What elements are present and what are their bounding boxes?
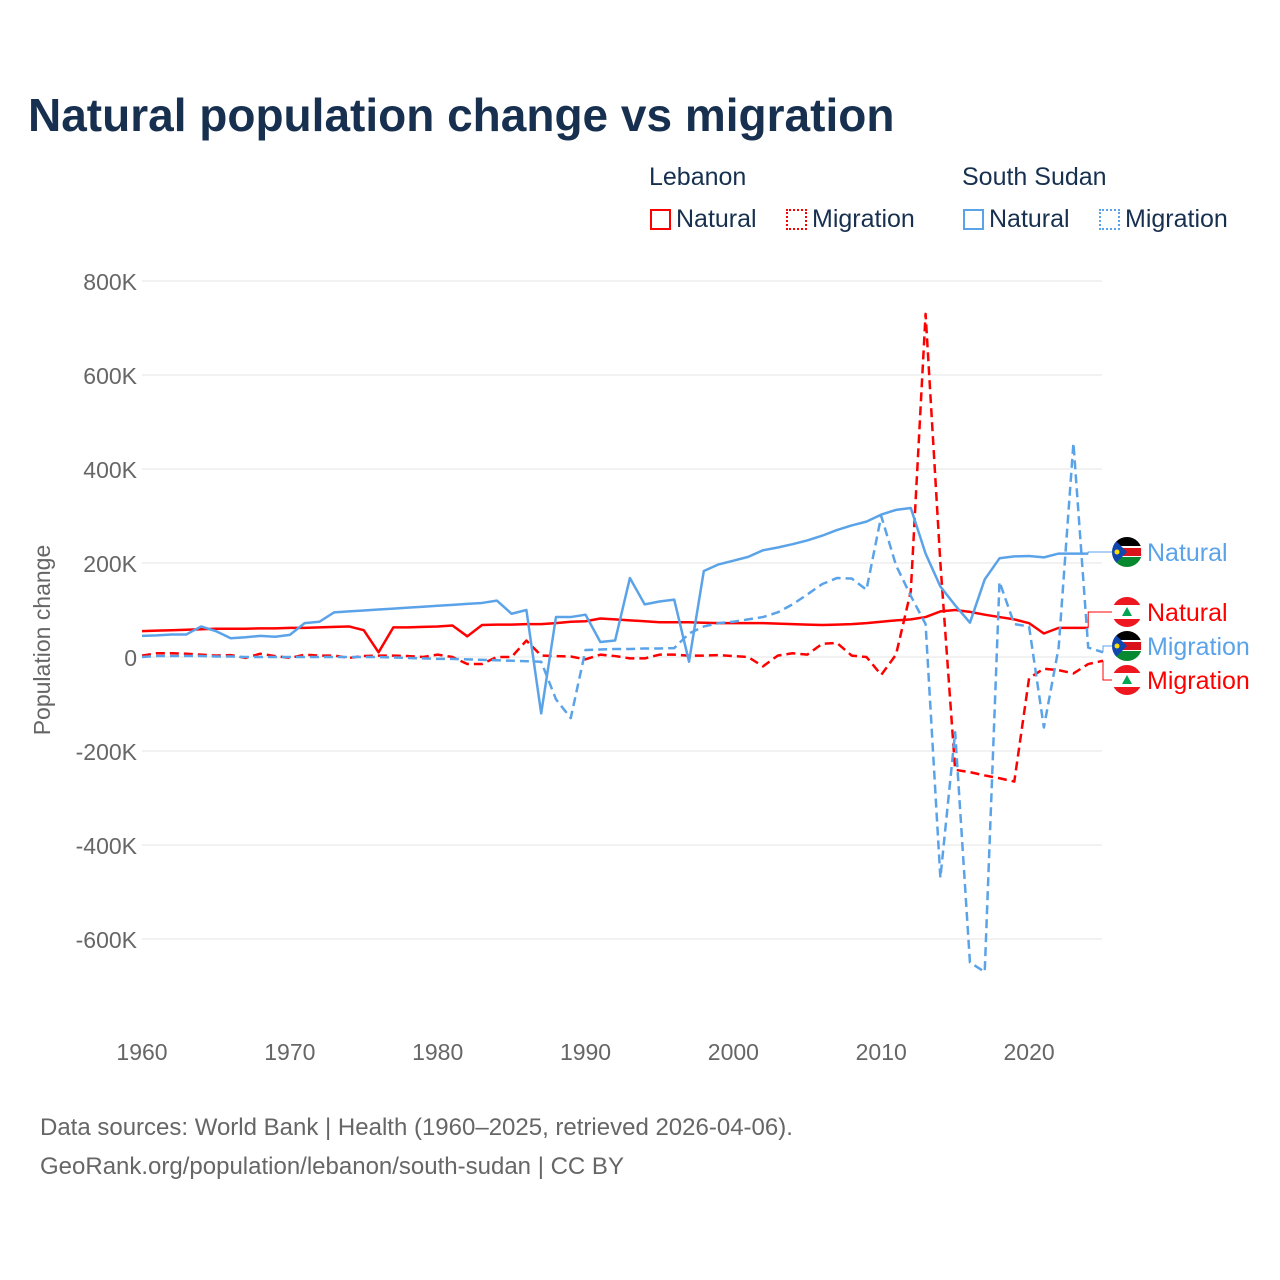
- x-tick-label: 1980: [412, 1039, 463, 1065]
- y-tick-label: -200K: [76, 739, 138, 765]
- label-connector: [1102, 660, 1112, 681]
- flag-stripe: [1112, 687, 1142, 695]
- flag-stripe: [1112, 557, 1142, 567]
- flag: [1112, 631, 1142, 661]
- legend-lebanon-natural[interactable]: Natural: [650, 205, 757, 234]
- south-sudan-flag-icon: [1112, 631, 1142, 661]
- legend-south-sudan-migration[interactable]: Migration: [1099, 205, 1228, 234]
- source-note: Data sources: World Bank | Health (1960–…: [40, 1114, 793, 1141]
- x-tick-label: 1960: [116, 1039, 167, 1065]
- flag: [1112, 665, 1142, 695]
- x-tick-label: 2010: [856, 1039, 907, 1065]
- x-tick-label: 1990: [560, 1039, 611, 1065]
- end-label: Migration: [1147, 667, 1250, 695]
- label-connector: [1087, 611, 1112, 628]
- series-line-south-sudan-natural: [141, 506, 1089, 715]
- y-tick-label: 600K: [83, 363, 137, 389]
- y-axis-label: Population change: [29, 545, 55, 736]
- flag-stripe: [1112, 631, 1142, 641]
- chart-title: Natural population change vs migration: [28, 89, 895, 141]
- legend-group-south-sudan: South Sudan: [962, 163, 1107, 191]
- x-tick-label: 2000: [708, 1039, 759, 1065]
- y-tick-label: 0: [124, 645, 137, 671]
- label-connector: [1102, 645, 1112, 653]
- legend-label: Natural: [676, 205, 757, 233]
- footer: Data sources: World Bank | Health (1960–…: [40, 1108, 793, 1186]
- flag: [1112, 537, 1142, 567]
- flag-star: [1114, 549, 1120, 555]
- series-line-lebanon-migration: [141, 312, 1104, 783]
- y-tick-label: 200K: [83, 551, 137, 577]
- lebanon-flag-icon: [1112, 597, 1142, 627]
- flag-stripe: [1112, 619, 1142, 627]
- flag: [1112, 597, 1142, 627]
- legend-group-lebanon: Lebanon: [649, 163, 747, 191]
- source-link[interactable]: GeoRank.org/population/lebanon/south-sud…: [40, 1153, 624, 1180]
- y-tick-label: -600K: [76, 927, 138, 953]
- end-label: Migration: [1147, 633, 1250, 661]
- legend-swatch-dotted: [1099, 209, 1120, 230]
- flag-stripe: [1112, 651, 1142, 661]
- x-tick-label: 1970: [264, 1039, 315, 1065]
- flag-stripe: [1112, 665, 1142, 673]
- x-tick-label: 2020: [1003, 1039, 1054, 1065]
- series-line-south-sudan-migration: [141, 441, 1104, 974]
- y-tick-label: 400K: [83, 457, 137, 483]
- legend-south-sudan-natural[interactable]: Natural: [963, 205, 1070, 234]
- y-tick-label: 800K: [83, 269, 137, 295]
- flag-stripe: [1112, 597, 1142, 605]
- legend-swatch-solid: [650, 209, 671, 230]
- flag-cedar: [1122, 607, 1132, 616]
- south-sudan-flag-icon: [1112, 537, 1142, 567]
- end-label: Natural: [1147, 539, 1228, 567]
- label-connector: [1087, 551, 1112, 554]
- end-label: Natural: [1147, 599, 1228, 627]
- legend-label: Natural: [989, 205, 1070, 233]
- legend-swatch-dotted: [786, 209, 807, 230]
- legend-label: Migration: [1125, 205, 1228, 233]
- flag-stripe: [1112, 537, 1142, 547]
- flag-star: [1114, 643, 1120, 649]
- lebanon-flag-icon: [1112, 665, 1142, 695]
- flag-cedar: [1122, 675, 1132, 684]
- legend-label: Migration: [812, 205, 915, 233]
- legend-lebanon-migration[interactable]: Migration: [786, 205, 915, 234]
- y-tick-label: -400K: [76, 833, 138, 859]
- legend-swatch-solid: [963, 209, 984, 230]
